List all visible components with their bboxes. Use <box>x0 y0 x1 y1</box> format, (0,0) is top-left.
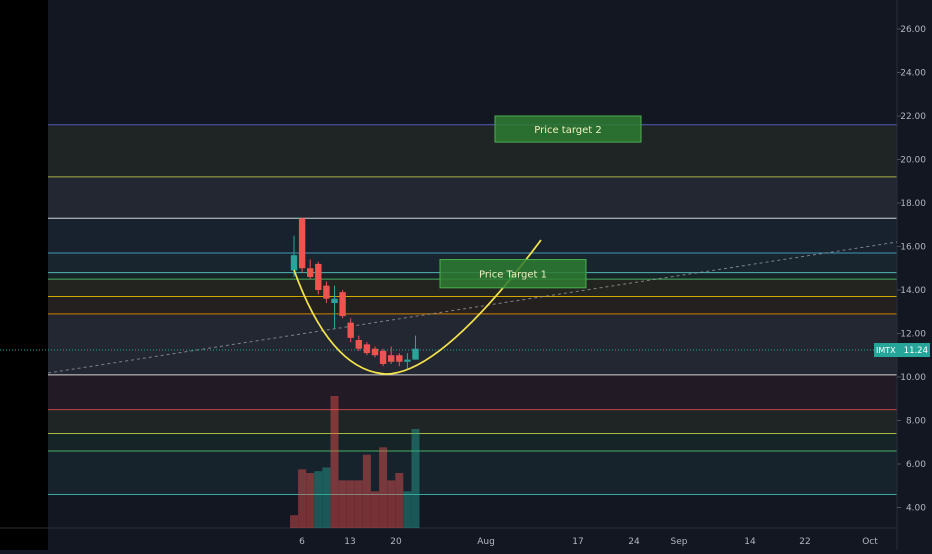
volume-bar <box>330 396 339 528</box>
candle-body <box>298 218 306 269</box>
price-target-box <box>494 115 642 143</box>
y-tick-label: 4.00 <box>906 504 926 514</box>
trend-line <box>47 241 898 374</box>
candle-body <box>347 322 354 338</box>
y-tick-label: 20.00 <box>900 156 926 166</box>
x-tick-label: 20 <box>390 537 402 547</box>
x-tick-label: 14 <box>744 537 756 547</box>
volume-bar <box>290 515 298 528</box>
candle-body <box>363 344 371 354</box>
volume-bar <box>362 454 371 528</box>
x-tick-label: Oct <box>862 537 878 547</box>
volume-bar <box>314 471 323 528</box>
y-tick-label: 26.00 <box>900 25 926 35</box>
x-tick-label: 24 <box>628 537 640 547</box>
candle-body <box>315 263 322 290</box>
x-tick-label: 6 <box>299 537 305 547</box>
y-tick-label: 14.00 <box>900 286 926 296</box>
y-tick-label: 16.00 <box>900 243 926 253</box>
volume-bar <box>371 491 379 528</box>
y-tick-label: 22.00 <box>900 112 926 122</box>
volume-bar <box>395 473 404 528</box>
fib-band <box>48 450 897 495</box>
volume-bar <box>354 480 363 528</box>
fib-band <box>48 433 897 451</box>
volume-bar <box>403 491 412 528</box>
y-tick-label: 8.00 <box>906 417 926 427</box>
candle-body <box>404 359 411 362</box>
cup-curve <box>293 239 542 375</box>
volume-bar <box>387 480 396 528</box>
x-tick-label: 22 <box>799 537 810 547</box>
fib-band <box>48 176 897 219</box>
y-tick-label: 24.00 <box>900 69 926 79</box>
y-tick-label: 12.00 <box>900 330 926 340</box>
fib-band <box>48 409 897 434</box>
candle-body <box>371 348 379 356</box>
x-tick-label: Aug <box>477 537 495 547</box>
volume-bar <box>379 447 388 528</box>
volume-bar <box>346 480 355 528</box>
candle-body <box>412 348 419 360</box>
fib-band <box>48 374 897 410</box>
volume-bar <box>298 469 307 528</box>
y-tick-label: 6.00 <box>906 460 926 470</box>
price-label-box <box>874 343 930 358</box>
volume-bar <box>322 467 331 528</box>
candle-body <box>355 340 362 349</box>
x-tick-label: 13 <box>344 537 355 547</box>
fib-band <box>48 313 897 375</box>
candle-body <box>307 268 314 277</box>
price-target-label: Price Target 1 <box>479 270 547 281</box>
candle-body <box>339 292 346 317</box>
fib-band <box>48 218 897 254</box>
candle-body <box>331 298 338 304</box>
last-price-label: 11.24 <box>904 346 928 356</box>
candle-body <box>388 355 395 362</box>
volume-bar <box>411 429 420 528</box>
price-target-label: Price target 2 <box>534 125 602 136</box>
price-target-box <box>439 259 587 289</box>
volume-bar <box>338 480 347 528</box>
x-tick-label: 17 <box>572 537 583 547</box>
x-tick-label: Sep <box>671 537 688 547</box>
fib-band <box>48 124 897 177</box>
fib-band <box>48 296 897 314</box>
candle-body <box>323 285 330 299</box>
candle-body <box>396 355 403 362</box>
left-margin <box>0 0 48 550</box>
y-tick-label: 18.00 <box>900 199 926 209</box>
y-tick-label: 10.00 <box>900 373 926 383</box>
symbol-label: IMTX <box>876 346 896 355</box>
candle-body <box>379 350 387 364</box>
volume-bar <box>306 473 315 528</box>
candle-body <box>290 255 298 271</box>
